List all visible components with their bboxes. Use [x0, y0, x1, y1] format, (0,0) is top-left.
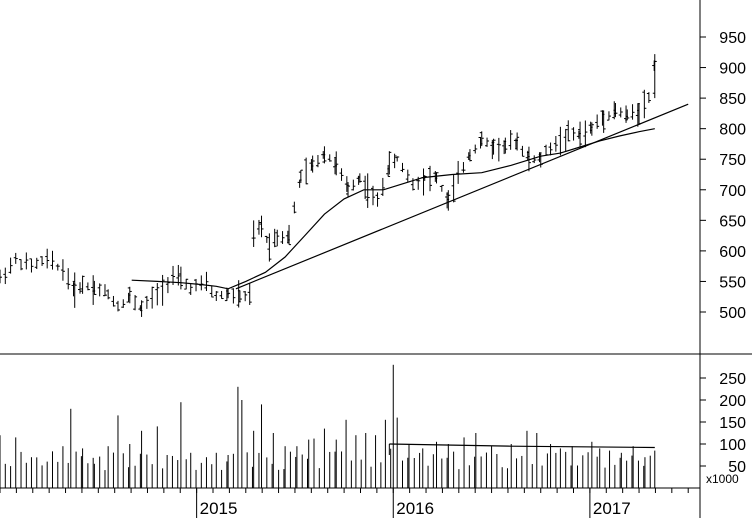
price-y-tick-label: 600: [719, 244, 746, 261]
volume-y-tick-label: 200: [719, 393, 746, 410]
volume-panel: [0, 364, 656, 488]
moving-average-line: [131, 128, 655, 290]
price-y-tick-label: 500: [719, 305, 746, 322]
volume-y-tick-label: 100: [719, 437, 746, 454]
volume-y-tick-label: 250: [719, 371, 746, 388]
year-label: 2016: [396, 499, 434, 518]
price-y-tick-label: 850: [719, 91, 746, 108]
price-y-tick-label: 800: [719, 122, 746, 139]
price-y-tick-label: 550: [719, 274, 746, 291]
trendline: [235, 103, 689, 290]
volume-average-line: [389, 443, 655, 449]
price-panel: [0, 54, 689, 317]
price-y-tick-label: 900: [719, 61, 746, 78]
volume-y-tick-label: 150: [719, 415, 746, 432]
price-y-tick-label: 950: [719, 30, 746, 47]
volume-unit-label: x1000: [706, 472, 739, 486]
price-y-tick-label: 650: [719, 213, 746, 230]
price-y-tick-label: 750: [719, 152, 746, 169]
volume-y-tick-label: 50: [728, 459, 746, 476]
year-label: 2017: [593, 499, 631, 518]
price-y-tick-label: 700: [719, 183, 746, 200]
year-label: 2015: [200, 499, 238, 518]
